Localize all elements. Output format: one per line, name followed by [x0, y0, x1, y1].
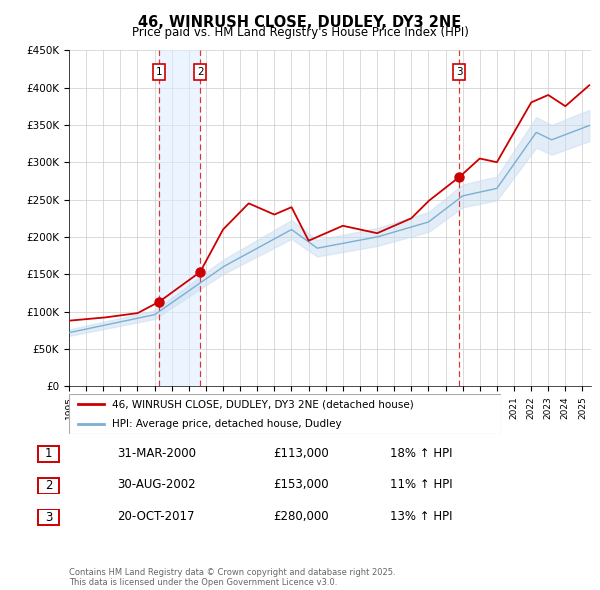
Text: £113,000: £113,000: [273, 447, 329, 460]
Text: 46, WINRUSH CLOSE, DUDLEY, DY3 2NE (detached house): 46, WINRUSH CLOSE, DUDLEY, DY3 2NE (deta…: [112, 399, 414, 409]
Text: 1: 1: [155, 67, 162, 77]
Text: 2: 2: [45, 479, 52, 492]
Text: 13% ↑ HPI: 13% ↑ HPI: [390, 510, 452, 523]
Text: 3: 3: [45, 511, 52, 524]
Text: 1: 1: [45, 447, 52, 460]
Text: 46, WINRUSH CLOSE, DUDLEY, DY3 2NE: 46, WINRUSH CLOSE, DUDLEY, DY3 2NE: [139, 15, 461, 30]
Text: Price paid vs. HM Land Registry's House Price Index (HPI): Price paid vs. HM Land Registry's House …: [131, 26, 469, 39]
Text: £280,000: £280,000: [273, 510, 329, 523]
Bar: [159, 50, 200, 386]
Text: 30-AUG-2002: 30-AUG-2002: [117, 478, 196, 491]
Text: 2: 2: [197, 67, 203, 77]
Text: Contains HM Land Registry data © Crown copyright and database right 2025.
This d: Contains HM Land Registry data © Crown c…: [69, 568, 395, 587]
FancyBboxPatch shape: [69, 394, 501, 434]
Text: 3: 3: [456, 67, 463, 77]
Text: 11% ↑ HPI: 11% ↑ HPI: [390, 478, 452, 491]
Text: 18% ↑ HPI: 18% ↑ HPI: [390, 447, 452, 460]
Text: HPI: Average price, detached house, Dudley: HPI: Average price, detached house, Dudl…: [112, 419, 342, 428]
Text: 20-OCT-2017: 20-OCT-2017: [117, 510, 194, 523]
Text: £153,000: £153,000: [273, 478, 329, 491]
Text: 31-MAR-2000: 31-MAR-2000: [117, 447, 196, 460]
